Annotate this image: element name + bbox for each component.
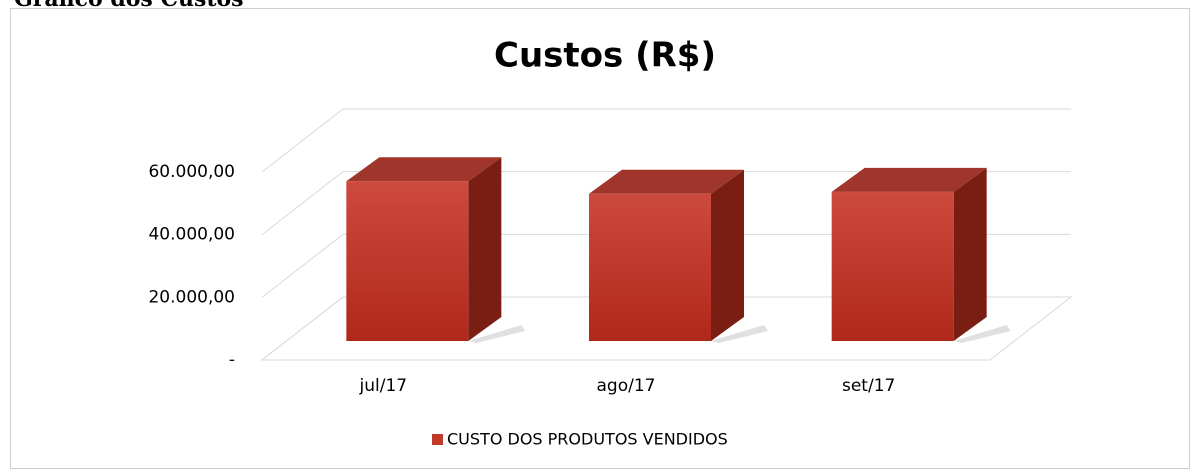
- y-tick-label: 40.000,00: [148, 225, 235, 245]
- y-tick-label: 20.000,00: [148, 287, 235, 307]
- y-tick-label: -: [229, 350, 235, 370]
- bar: [346, 181, 469, 341]
- bar-top: [589, 169, 744, 194]
- grid-line: [261, 233, 1071, 298]
- bar-side: [468, 157, 502, 341]
- legend-label: CUSTO DOS PRODUTOS VENDIDOS: [447, 430, 728, 449]
- grid-line: [261, 108, 1071, 173]
- bar-side: [711, 169, 744, 341]
- grid-line: [261, 171, 1071, 236]
- legend-swatch: [432, 434, 443, 445]
- bar: [589, 193, 711, 341]
- bar-shadow: [711, 325, 768, 343]
- x-tick-label: jul/17: [359, 376, 408, 396]
- bar-side: [953, 167, 987, 341]
- y-tick-label: 60.000,00: [148, 162, 235, 182]
- x-tick-label: set/17: [842, 376, 895, 396]
- chart-title: Custos (R$): [494, 36, 716, 76]
- bar: [831, 191, 954, 341]
- bar-shadow: [468, 325, 526, 343]
- grid-line: [261, 296, 1071, 361]
- x-tick-label: ago/17: [597, 376, 656, 396]
- bar-top: [831, 167, 987, 192]
- bar-shadow: [953, 325, 1011, 343]
- bar-top: [346, 157, 502, 182]
